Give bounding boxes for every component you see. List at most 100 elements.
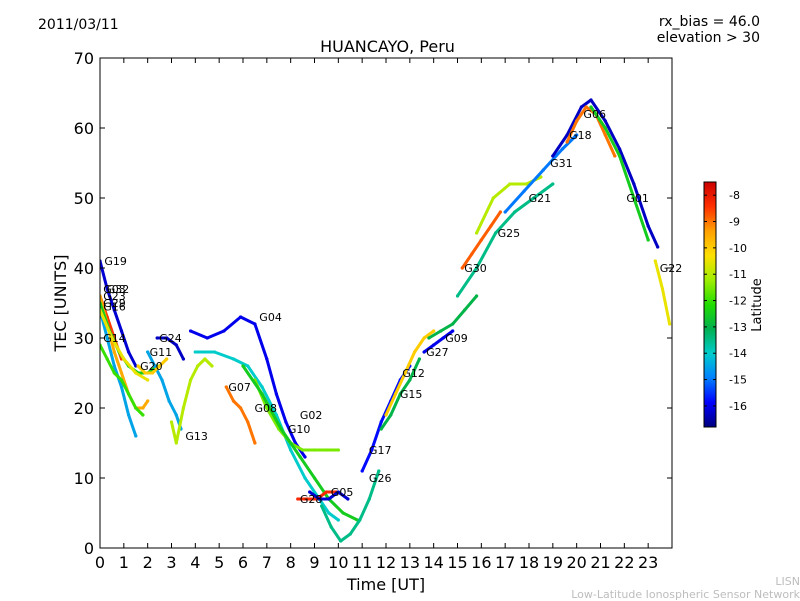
colorbar-tick-label: -14: [729, 347, 747, 360]
data-point: [603, 119, 607, 123]
data-point: [305, 497, 309, 501]
data-point: [589, 98, 593, 102]
data-point: [541, 168, 545, 172]
data-point: [336, 490, 340, 494]
data-point: [284, 420, 288, 424]
x-tick-label: 9: [309, 553, 319, 572]
data-point: [119, 371, 124, 375]
data-point: [451, 322, 455, 326]
series-G24: [155, 336, 185, 361]
colorbar: -8 -9 -10 -11 -12 -13 -14 -15 -16 Latitude: [703, 181, 765, 428]
sat-label-G06: G06: [583, 108, 606, 121]
series-G22: [653, 259, 672, 326]
sat-label-G22: G22: [660, 262, 683, 275]
rx-bias-label: rx_bias = 46.0: [658, 14, 760, 30]
data-point: [475, 231, 479, 235]
sat-label-G01: G01: [626, 192, 649, 205]
series-G14: [100, 343, 145, 417]
x-tick-label: 21: [590, 553, 610, 572]
data-point: [560, 147, 565, 151]
series-line-G01: [589, 105, 650, 242]
data-point: [367, 497, 371, 501]
series-G15: [379, 357, 421, 431]
data-point: [539, 175, 543, 179]
data-point: [158, 364, 162, 368]
x-tick-label: 12: [376, 553, 396, 572]
x-tick-label: 15: [447, 553, 467, 572]
data-point: [377, 469, 381, 473]
data-point: [632, 182, 636, 186]
colorbar-gradient: [703, 181, 717, 428]
data-point: [112, 350, 116, 354]
x-tick-label: 18: [519, 553, 539, 572]
data-point: [370, 448, 374, 452]
data-point: [494, 231, 498, 235]
data-point: [231, 357, 236, 361]
series-G04: [189, 315, 307, 459]
data-point: [169, 420, 174, 424]
series-G07: [224, 385, 257, 445]
data-point: [181, 357, 185, 361]
footer: LISN Low-Latitude Ionospheric Sensor Net…: [571, 575, 800, 601]
x-tick-label: 20: [566, 553, 586, 572]
sat-label-G18: G18: [569, 129, 592, 142]
y-axis: 0 10 20 30 40 50 60 70: [74, 49, 672, 558]
receiver-info: rx_bias = 46.0 elevation > 30: [657, 14, 760, 46]
data-point: [146, 399, 150, 403]
data-point: [403, 371, 407, 375]
data-point: [210, 364, 214, 368]
x-tick-label: 3: [166, 553, 176, 572]
colorbar-tick-label: -10: [729, 242, 747, 255]
sat-label-G26: G26: [369, 472, 392, 485]
data-point: [551, 182, 555, 186]
data-point: [181, 406, 185, 410]
x-tick-label: 17: [495, 553, 515, 572]
data-point: [632, 196, 636, 200]
series-line-G12: [384, 329, 436, 417]
data-point: [432, 343, 436, 347]
sat-label-G04: G04: [259, 311, 282, 324]
data-point: [141, 406, 145, 410]
data-point: [508, 182, 512, 186]
data-point: [422, 336, 426, 340]
data-point: [165, 336, 169, 340]
data-point: [589, 105, 593, 109]
data-point: [413, 350, 417, 354]
series-line-G25: [456, 182, 555, 298]
x-tick-label: 14: [423, 553, 443, 572]
y-tick-label: 10: [74, 469, 94, 488]
data-point: [358, 518, 362, 522]
data-point: [134, 364, 138, 368]
data-point: [303, 476, 307, 480]
data-point: [336, 518, 340, 522]
data-point: [105, 336, 109, 340]
data-point: [312, 476, 317, 480]
data-point: [398, 392, 402, 396]
data-point: [613, 154, 617, 158]
series-line-G06: [565, 105, 617, 158]
data-point: [150, 371, 154, 375]
data-point: [422, 350, 426, 354]
data-point: [327, 497, 331, 501]
data-point: [231, 399, 236, 403]
data-point: [324, 490, 328, 494]
data-point: [324, 448, 328, 452]
data-point: [127, 392, 131, 396]
data-point: [646, 224, 650, 228]
data-point: [584, 105, 588, 109]
data-point: [110, 336, 114, 340]
colorbar-tick-label: -8: [729, 189, 740, 202]
x-tick-label: 6: [238, 553, 248, 572]
data-point: [127, 413, 131, 417]
sat-label-G28: G28: [300, 493, 323, 506]
data-point: [455, 294, 460, 298]
sat-label-G02: G02: [300, 409, 323, 422]
data-point: [348, 532, 352, 536]
data-point: [320, 504, 324, 508]
data-point: [122, 357, 126, 361]
x-tick-label: 8: [286, 553, 296, 572]
sat-label-G25: G25: [498, 227, 521, 240]
series-G20: [136, 357, 169, 375]
data-point: [136, 364, 140, 368]
data-point: [618, 147, 622, 151]
